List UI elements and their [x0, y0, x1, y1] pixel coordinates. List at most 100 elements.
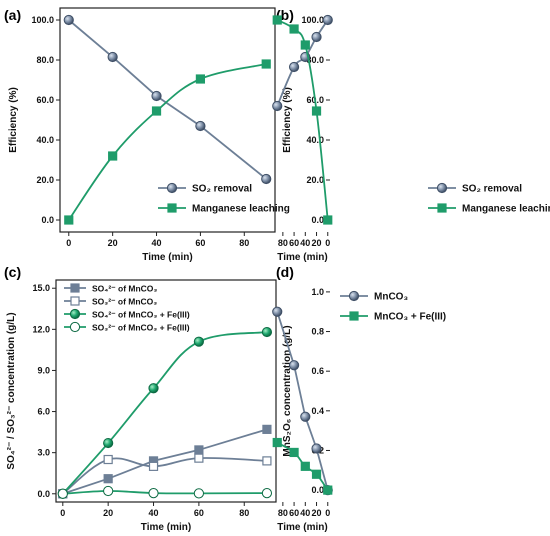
series-line: [68, 19, 267, 180]
series-0: [272, 306, 333, 496]
panel-c: (c) 0 20 40 60 80 0.0 3.0 6.0 9.0 12.0 15.0 Time (mi…: [4, 264, 277, 533]
y-tick-label: 0.8: [311, 327, 324, 337]
data-point: [151, 90, 162, 102]
data-point: [64, 215, 74, 225]
x-axis-label: Time (min): [277, 252, 327, 263]
x-tick-label: 20: [312, 508, 322, 518]
y-axis-label: MnS₂O₆ concentration (g/L): [282, 325, 293, 456]
legend-marker: [436, 182, 448, 194]
data-point: [272, 100, 283, 112]
legend-label: SO₄²⁻ of MnCO₃: [92, 284, 157, 294]
data-point: [262, 424, 272, 434]
legend: SO₄²⁻ of MnCO₃ SO₃²⁻ of MnCO₃ SO₄²⁻ of MnC…: [64, 283, 190, 333]
panel-a: (a) 0 20 40 60 80 0.0 20.0 40.0 60.0 80.0 100.0 Time…: [4, 7, 290, 263]
data-point: [103, 485, 114, 497]
x-tick-label: 80: [239, 238, 249, 248]
panel-label: (a): [4, 7, 21, 23]
x-tick-label: 0: [66, 238, 71, 248]
y-tick-label: 20.0: [306, 175, 324, 185]
x-axis-label: Time (min): [277, 522, 327, 533]
x-tick-label: 60: [289, 508, 299, 518]
legend-label: SO₂ removal: [462, 184, 522, 195]
x-tick-label: 80: [278, 238, 288, 248]
x-tick-label: 40: [149, 508, 159, 518]
x-tick-label: 60: [195, 238, 205, 248]
y-tick-label: 12.0: [32, 324, 50, 334]
series-line: [62, 428, 268, 495]
data-point: [193, 336, 204, 347]
data-point: [193, 488, 204, 499]
series-1: [64, 59, 271, 225]
legend-marker: [166, 182, 178, 194]
data-point: [289, 24, 299, 34]
legend-label: Manganese leaching: [192, 204, 290, 215]
x-tick-label: 40: [300, 238, 310, 248]
data-point: [261, 173, 272, 185]
x-tick-label: 60: [289, 238, 299, 248]
data-point: [148, 487, 159, 499]
y-axis-label: Efficiency (%): [8, 87, 19, 153]
data-point: [272, 306, 283, 317]
x-tick-label: 0: [60, 508, 65, 518]
series-line: [62, 457, 267, 495]
data-point: [311, 31, 322, 43]
x-tick-label: 20: [103, 508, 113, 518]
y-tick-label: 20.0: [36, 175, 54, 185]
plot-frame: [59, 7, 276, 233]
y-tick-label: 0.4: [311, 406, 324, 416]
legend-label: SO₃²⁻ of MnCO₃: [92, 297, 157, 307]
data-point: [311, 443, 322, 454]
legend-marker: [167, 203, 177, 213]
data-point: [289, 447, 299, 458]
data-point: [103, 454, 113, 465]
legend-marker: [69, 321, 81, 333]
y-tick-label: 0.0: [37, 489, 50, 499]
y-tick-label: 100.0: [301, 15, 324, 25]
data-point: [57, 488, 68, 499]
y-tick-label: 0.0: [311, 215, 324, 225]
series-0: [63, 14, 272, 185]
data-point: [300, 461, 310, 471]
data-point: [262, 456, 272, 466]
data-point: [103, 474, 113, 484]
data-point: [151, 106, 162, 116]
series-3: [57, 485, 273, 499]
series-line: [62, 331, 268, 495]
y-tick-label: 1.0: [311, 287, 324, 297]
legend-marker: [70, 296, 80, 306]
series-1: [58, 453, 272, 499]
x-axis-label: Time (min): [141, 522, 191, 533]
y-tick-label: 60.0: [36, 95, 54, 105]
y-tick-label: 0.0: [311, 485, 324, 495]
panel-label: (c): [4, 264, 21, 280]
data-point: [272, 15, 282, 25]
x-tick-label: 20: [312, 238, 322, 248]
x-tick-label: 80: [278, 508, 288, 518]
legend-marker: [70, 283, 80, 293]
series-0: [58, 424, 272, 499]
y-tick-label: 6.0: [37, 407, 50, 417]
data-point: [107, 51, 118, 63]
y-tick-label: 3.0: [37, 448, 50, 458]
legend-label: MnCO₃: [374, 292, 408, 303]
data-point: [194, 453, 204, 463]
series-1: [272, 437, 333, 495]
y-tick-label: 40.0: [306, 135, 324, 145]
data-point: [148, 461, 159, 471]
x-tick-label: 0: [325, 238, 330, 248]
data-point: [261, 326, 273, 338]
data-point: [323, 215, 333, 225]
y-tick-label: 0.0: [41, 215, 54, 225]
x-tick-label: 80: [239, 508, 249, 518]
x-tick-label: 0: [325, 508, 330, 518]
y-tick-label: 80.0: [36, 55, 54, 65]
x-tick-label: 40: [152, 238, 162, 248]
data-point: [311, 106, 322, 116]
legend: MnCO₃ MnCO₃ + Fe(III): [340, 290, 446, 323]
data-point: [300, 411, 311, 422]
data-point: [195, 120, 206, 132]
legend-label: SO₄²⁻ of MnCO₃ + Fe(III): [92, 310, 190, 320]
y-tick-label: 9.0: [37, 365, 50, 375]
data-point: [323, 485, 333, 495]
x-tick-label: 40: [300, 508, 310, 518]
